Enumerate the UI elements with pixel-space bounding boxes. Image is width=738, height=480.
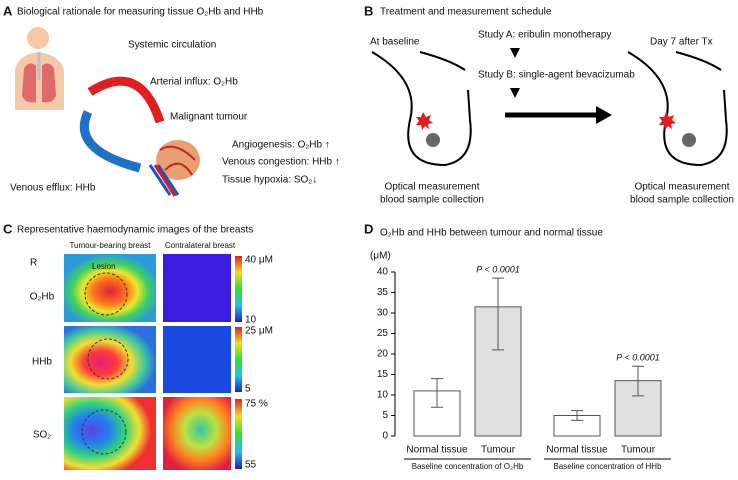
scale-label: 40 μM [245, 255, 273, 266]
arterial-arrow [87, 76, 165, 124]
error-bar [492, 277, 504, 351]
annotation: P < 0.0001 [616, 353, 659, 363]
label: Day 7 after Tx [650, 37, 713, 48]
panel-letter: B [364, 3, 373, 18]
arrowhead [596, 106, 612, 124]
arrowhead [510, 88, 520, 98]
y-tick-label: 35 [377, 287, 389, 298]
error-bar [431, 378, 443, 408]
column-label: Tumour-bearing breast [69, 241, 151, 250]
lesion-label: Lesion [92, 262, 116, 271]
label: Optical measurement [384, 182, 479, 193]
label: Study B: single-agent bevacizumab [478, 70, 635, 81]
scale-label: 25 μM [245, 326, 273, 337]
panel-letter: D [364, 221, 373, 236]
x-tick-label: Tumour [481, 445, 516, 456]
error-bar [632, 365, 644, 397]
label: blood sample collection [630, 195, 734, 206]
label: Optical measurement [634, 182, 729, 193]
panel-b: B Treatment and measurement schedule At … [364, 3, 734, 205]
panel-a: A Biological rationale for measuring tis… [3, 3, 340, 197]
y-axis-label: (μM) [370, 251, 391, 262]
scale-label: 10 [245, 315, 257, 326]
y-tick-label: 10 [377, 390, 389, 401]
body-illustration [15, 27, 64, 110]
group-label: Baseline concentration of O₂Hb [412, 462, 524, 471]
y-tick-label: 5 [382, 410, 388, 421]
breast-outline [371, 51, 728, 167]
panel-title: Representative haemodynamic images of th… [17, 225, 253, 236]
scale-label: 55 [245, 460, 257, 471]
x-tick-label: Normal tissue [546, 445, 608, 456]
label: Tissue hypoxia: SO₂↓ [222, 175, 317, 186]
x-tick-label: Normal tissue [406, 445, 468, 456]
heatmap [163, 326, 231, 393]
label: Malignant tumour [170, 112, 248, 123]
y-tick-label: 20 [377, 349, 389, 360]
scale-label: 5 [245, 384, 251, 395]
y-tick-label: 15 [377, 369, 389, 380]
arrowhead [510, 48, 520, 58]
panel-title: Treatment and measurement schedule [380, 7, 552, 18]
panel-letter: C [3, 221, 13, 236]
label: Venous congestion: HHb ↑ [222, 157, 340, 168]
y-tick-label: 0 [382, 431, 388, 442]
panel-d: D O₂Hb and HHb between tumour and normal… [364, 221, 671, 471]
heatmap [163, 397, 231, 470]
heatmap [163, 254, 231, 322]
label: Arterial influx: O₂Hb [150, 77, 238, 88]
label: Systemic circulation [128, 40, 216, 51]
column-label: Contralateral breast [165, 241, 236, 250]
label: Study A: eribulin monotherapy [478, 30, 611, 41]
y-tick-label: 25 [377, 328, 389, 339]
heatmap [64, 326, 156, 393]
panel-title: Biological rationale for measuring tissu… [17, 7, 264, 18]
x-tick-label: Tumour [621, 445, 656, 456]
color-scale [235, 256, 242, 322]
panel-c: C Representative haemodynamic images of … [3, 221, 273, 470]
heatmap [64, 397, 156, 470]
side-label: R [30, 258, 37, 269]
tumour-dot [682, 133, 696, 147]
lesion-outline [81, 272, 129, 455]
lesion-mark [659, 112, 676, 130]
color-scale [235, 399, 242, 469]
row-label: O₂Hb [30, 292, 55, 303]
heatmap [64, 254, 156, 322]
color-scale [235, 327, 242, 392]
error-bar [571, 410, 583, 421]
venous-arrow [79, 110, 142, 173]
panel-letter: A [3, 3, 13, 18]
y-tick-label: 30 [377, 308, 389, 319]
lesion-mark [416, 112, 433, 130]
group-label: Baseline concentration of HHb [553, 462, 662, 471]
y-tick-label: 40 [377, 267, 389, 278]
row-label: SO₂ [33, 430, 51, 441]
chart-title: O₂Hb and HHb between tumour and normal t… [380, 228, 603, 239]
label: blood sample collection [380, 195, 484, 206]
row-label: HHb [32, 357, 52, 368]
annotation: P < 0.0001 [476, 265, 519, 275]
label: Venous efflux: HHb [10, 183, 96, 194]
scale-label: 75 % [245, 399, 268, 410]
tumour-dot [426, 133, 440, 147]
label: Angiogenesis: O₂Hb ↑ [232, 140, 330, 151]
label: At baseline [370, 37, 420, 48]
tumour-illustration [148, 140, 200, 197]
